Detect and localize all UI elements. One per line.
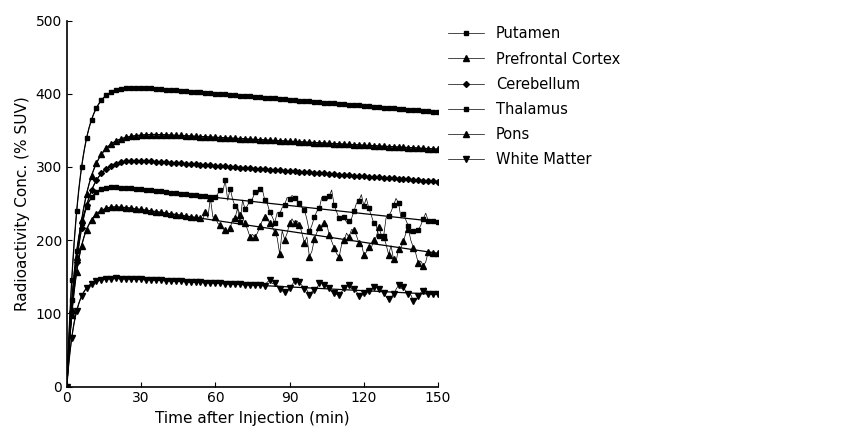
Thalamus	[433, 219, 443, 224]
Putamen	[299, 98, 309, 104]
Legend: Putamen, Prefrontal Cortex, Cerebellum, Thalamus, Pons, White Matter: Putamen, Prefrontal Cortex, Cerebellum, …	[442, 20, 626, 173]
White Matter	[433, 292, 443, 297]
Pons	[290, 221, 300, 226]
Line: Prefrontal Cortex: Prefrontal Cortex	[64, 132, 441, 389]
Prefrontal Cortex	[324, 141, 335, 146]
Thalamus	[220, 177, 230, 183]
Y-axis label: Radioactivity Conc. (% SUV): Radioactivity Conc. (% SUV)	[15, 96, 30, 311]
Prefrontal Cortex	[299, 139, 309, 145]
Putamen	[62, 384, 72, 389]
Prefrontal Cortex	[428, 146, 438, 152]
White Matter	[287, 282, 297, 288]
Cerebellum	[290, 169, 300, 174]
White Matter	[193, 280, 203, 285]
Pons	[428, 250, 438, 255]
Putamen	[126, 85, 136, 90]
Prefrontal Cortex	[196, 134, 206, 139]
Pons	[193, 215, 203, 220]
Cerebellum	[196, 162, 206, 167]
Thalamus	[299, 207, 309, 213]
Line: Pons: Pons	[64, 195, 441, 389]
Line: Putamen: Putamen	[64, 85, 440, 389]
Line: Thalamus: Thalamus	[64, 178, 440, 389]
Thalamus	[193, 193, 203, 198]
Cerebellum	[245, 165, 255, 171]
Putamen	[290, 97, 300, 103]
White Matter	[299, 286, 309, 291]
Cerebellum	[428, 179, 438, 184]
White Matter	[324, 285, 335, 291]
Pons	[245, 234, 255, 239]
Thalamus	[290, 195, 300, 200]
Thalamus	[62, 384, 72, 389]
Pons	[205, 195, 215, 201]
Putamen	[324, 101, 335, 106]
Prefrontal Cortex	[148, 132, 158, 137]
X-axis label: Time after Injection (min): Time after Injection (min)	[155, 411, 350, 426]
Thalamus	[324, 193, 335, 198]
Prefrontal Cortex	[245, 136, 255, 142]
Cerebellum	[62, 384, 72, 389]
Cerebellum	[324, 171, 335, 176]
Pons	[433, 250, 443, 256]
White Matter	[428, 292, 438, 297]
Putamen	[433, 109, 443, 115]
Line: Cerebellum: Cerebellum	[64, 159, 440, 389]
Cerebellum	[299, 169, 309, 175]
Prefrontal Cortex	[62, 384, 72, 389]
White Matter	[292, 276, 302, 281]
Putamen	[245, 94, 255, 99]
Thalamus	[428, 219, 438, 224]
White Matter	[242, 282, 252, 288]
Cerebellum	[433, 179, 443, 184]
Pons	[324, 232, 335, 237]
Putamen	[428, 109, 438, 114]
Line: White Matter: White Matter	[64, 276, 441, 389]
White Matter	[62, 384, 72, 389]
Pons	[62, 384, 72, 389]
Prefrontal Cortex	[433, 146, 443, 152]
Thalamus	[245, 198, 255, 203]
Prefrontal Cortex	[290, 139, 300, 144]
Putamen	[196, 90, 206, 95]
Cerebellum	[131, 158, 141, 164]
Pons	[299, 240, 309, 245]
